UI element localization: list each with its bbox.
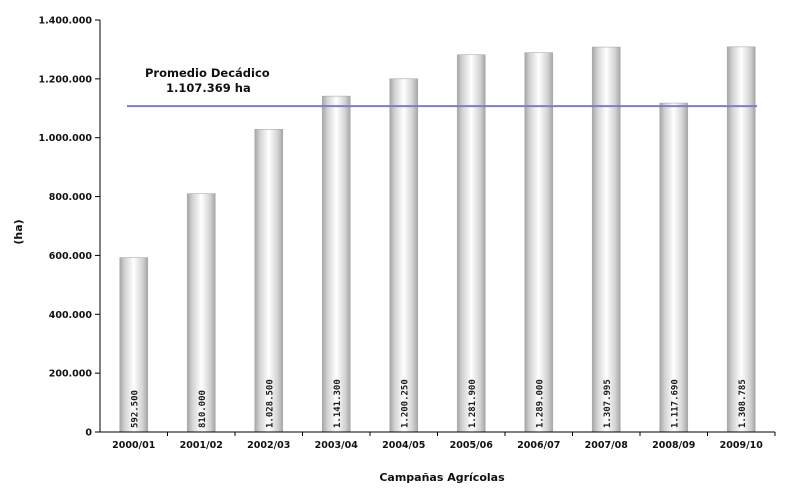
y-tick-label: 800.000 [49,192,93,203]
y-axis-title: (ha) [12,219,25,244]
bar [254,129,284,433]
x-tick-label: 2004/05 [382,440,425,451]
bar-data-label: 592.500 [130,390,140,428]
bar-data-label: 1.117.690 [670,379,680,428]
bar [389,78,419,433]
x-tick-label: 2000/01 [112,440,155,451]
bar-data-label: 810.000 [198,390,208,428]
reference-line-title: Promedio Decádico [145,66,270,80]
x-tick-label: 2005/06 [450,440,494,451]
bar-data-label: 1.289.000 [535,379,545,428]
bars-group [119,46,756,433]
y-tick-label: 0 [85,428,92,439]
bar-data-label: 1.307.995 [603,379,613,428]
y-tick-label: 600.000 [49,251,93,262]
y-tick-label: 1.200.000 [39,74,93,85]
bar-data-label: 1.308.785 [738,379,748,428]
x-tick-label: 2003/04 [315,440,359,451]
x-tick-label: 2007/08 [585,440,629,451]
y-tick-label: 1.000.000 [39,133,93,144]
bar-data-label: 1.281.900 [468,379,478,428]
bar [726,46,756,433]
y-axis-ticks: 0 200.000 400.000 600.000 800.000 1.000.000 1.… [39,16,100,439]
reference-line-value: 1.107.369 ha [166,81,251,95]
bar [659,102,689,433]
x-tick-label: 2002/03 [247,440,290,451]
y-tick-label: 200.000 [49,369,93,380]
x-tick-label: 2008/09 [652,440,695,451]
bar-data-label: 1.200.250 [400,379,410,428]
bar-data-label: 1.141.300 [333,379,343,428]
x-tick-label: 2009/10 [720,440,764,451]
bar [119,257,149,433]
x-axis-title: Campañas Agrícolas [379,471,505,484]
x-axis-ticks: 2000/01 2001/02 2002/03 2003/04 2004/05 2005/… [112,432,776,451]
bar [186,193,216,433]
x-tick-label: 2001/02 [180,440,223,451]
bar [591,46,621,433]
bar-data-label: 1.028.500 [265,379,275,428]
bar [524,52,554,433]
bar-data-labels: 592.500 810.000 1.028.500 1.141.300 1.200.25… [130,379,748,428]
x-tick-label: 2006/07 [517,440,560,451]
y-tick-label: 1.400.000 [39,16,93,27]
y-tick-label: 400.000 [49,310,93,321]
bar [321,95,351,433]
bar [456,54,486,433]
